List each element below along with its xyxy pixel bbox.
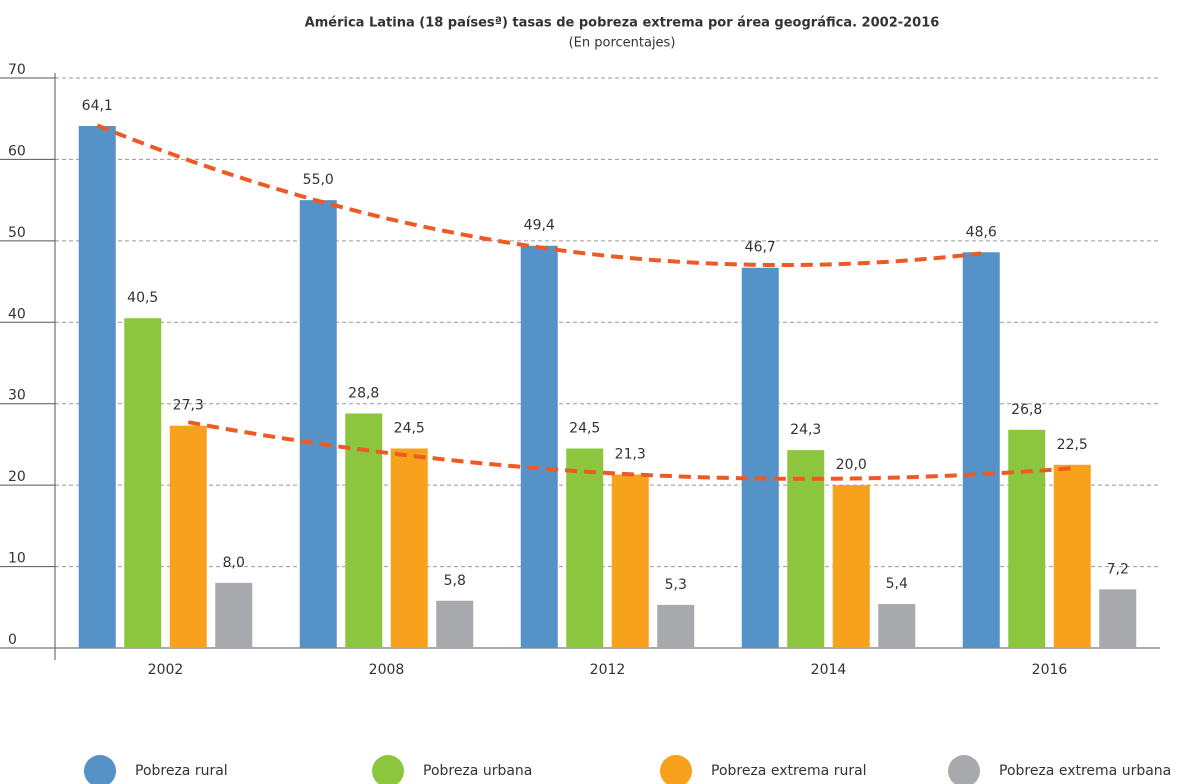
bar — [1053, 464, 1091, 648]
x-tick-label: 2012 — [590, 662, 626, 678]
bar — [78, 126, 116, 649]
y-tick-label: 50 — [8, 225, 26, 241]
chart-subtitle: (En porcentajes) — [569, 36, 676, 51]
value-label: 7,2 — [1107, 561, 1129, 577]
bar — [215, 582, 253, 648]
bar — [878, 604, 916, 648]
trend-line — [96, 123, 982, 267]
y-tick-label: 30 — [8, 388, 26, 404]
value-label: 27,3 — [173, 398, 204, 414]
bar — [1008, 429, 1046, 648]
value-label: 22,5 — [1057, 437, 1088, 453]
bar — [436, 600, 474, 648]
value-label: 55,0 — [303, 172, 334, 188]
bar — [611, 474, 649, 648]
legend-swatch — [660, 755, 692, 784]
value-label: 8,0 — [223, 555, 245, 571]
value-label: 20,0 — [836, 457, 867, 473]
x-tick-label: 2002 — [148, 662, 184, 678]
y-tick-label: 70 — [8, 62, 26, 78]
value-label: 40,5 — [127, 290, 158, 306]
bar — [1099, 589, 1137, 648]
bar — [299, 200, 337, 648]
value-label: 26,8 — [1011, 402, 1042, 418]
x-tick-label: 2016 — [1032, 662, 1068, 678]
value-label: 24,3 — [790, 422, 821, 438]
bar — [741, 267, 779, 648]
trend-line — [187, 420, 1073, 481]
legend-swatch — [372, 755, 404, 784]
value-label: 48,6 — [966, 224, 997, 240]
chart-title: América Latina (18 paísesª) tasas de pob… — [305, 16, 940, 31]
x-tick-label: 2008 — [369, 662, 405, 678]
legend-label: Pobreza urbana — [423, 763, 532, 779]
bar — [169, 425, 207, 648]
value-label: 5,3 — [665, 577, 687, 593]
legend-swatch — [948, 755, 980, 784]
legend-swatch — [84, 755, 116, 784]
legend-label: Pobreza rural — [135, 763, 228, 779]
value-label: 24,5 — [569, 421, 600, 437]
bar — [124, 318, 162, 648]
y-tick-label: 10 — [8, 551, 26, 567]
value-label: 28,8 — [348, 385, 379, 401]
y-tick-label: 60 — [8, 143, 26, 159]
bar — [962, 252, 1000, 648]
value-label: 5,8 — [444, 573, 466, 589]
bar — [390, 448, 428, 648]
legend-label: Pobreza extrema urbana — [999, 763, 1171, 779]
bar — [566, 448, 604, 648]
value-label: 49,4 — [524, 218, 555, 234]
value-label: 21,3 — [615, 447, 646, 463]
value-label: 64,1 — [82, 98, 113, 114]
bar — [657, 604, 695, 648]
y-tick-label: 0 — [8, 632, 17, 648]
bar — [787, 450, 825, 648]
y-tick-label: 40 — [8, 306, 26, 322]
bar — [832, 485, 870, 648]
value-label: 5,4 — [886, 576, 908, 592]
value-label: 24,5 — [394, 421, 425, 437]
y-tick-label: 20 — [8, 469, 26, 485]
value-label: 46,7 — [745, 240, 776, 256]
x-tick-label: 2014 — [811, 662, 847, 678]
bar — [520, 245, 558, 648]
legend-label: Pobreza extrema rural — [711, 763, 867, 779]
